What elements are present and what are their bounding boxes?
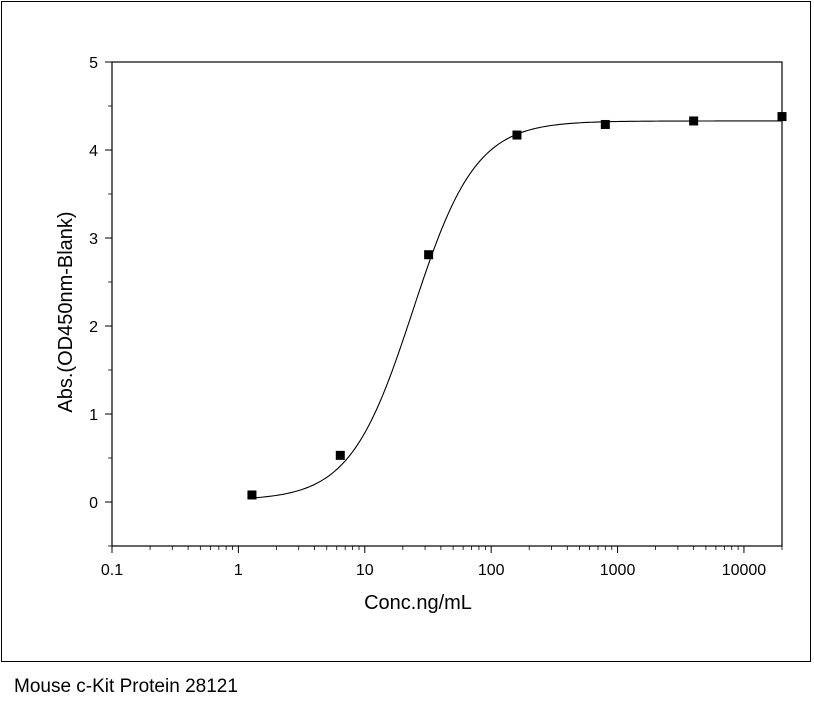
data-point [777, 112, 787, 122]
y-tick-label: 5 [89, 55, 98, 72]
y-axis-title: Abs.(OD450nm-Blank) [55, 211, 77, 412]
data-points-layer [247, 112, 787, 500]
x-axis-ticks: 0.1 1 10 100 1000 10000 [101, 546, 783, 579]
fit-curve-line [251, 120, 782, 499]
data-point [424, 250, 434, 260]
y-axis-ticks: 0 1 2 3 4 5 [89, 55, 112, 547]
x-tick-label: 1000 [600, 562, 636, 579]
data-point [600, 119, 610, 129]
x-tick-label: 10000 [722, 562, 767, 579]
x-tick-label: 1 [234, 562, 243, 579]
data-point [335, 450, 345, 460]
x-tick-label: 10 [356, 562, 374, 579]
x-tick-label: 0.1 [101, 562, 123, 579]
x-tick-label: 100 [478, 562, 505, 579]
y-tick-label: 2 [89, 319, 98, 336]
y-tick-label: 0 [89, 495, 98, 512]
chart-svg: 0.1 1 10 100 1000 10000 0 1 2 3 4 5 Conc.ng/mL Abs… [55, 55, 787, 614]
y-tick-label: 3 [89, 231, 98, 248]
plot-area-box [111, 61, 783, 547]
figure-caption: Mouse c-Kit Protein 28121 [14, 676, 238, 697]
y-tick-label: 4 [89, 143, 98, 160]
data-point [247, 490, 257, 500]
data-point [689, 116, 699, 126]
x-axis-title: Conc.ng/mL [364, 592, 472, 614]
fit-curve-layer [251, 120, 782, 499]
y-tick-label: 1 [89, 407, 98, 424]
data-point [512, 130, 522, 140]
